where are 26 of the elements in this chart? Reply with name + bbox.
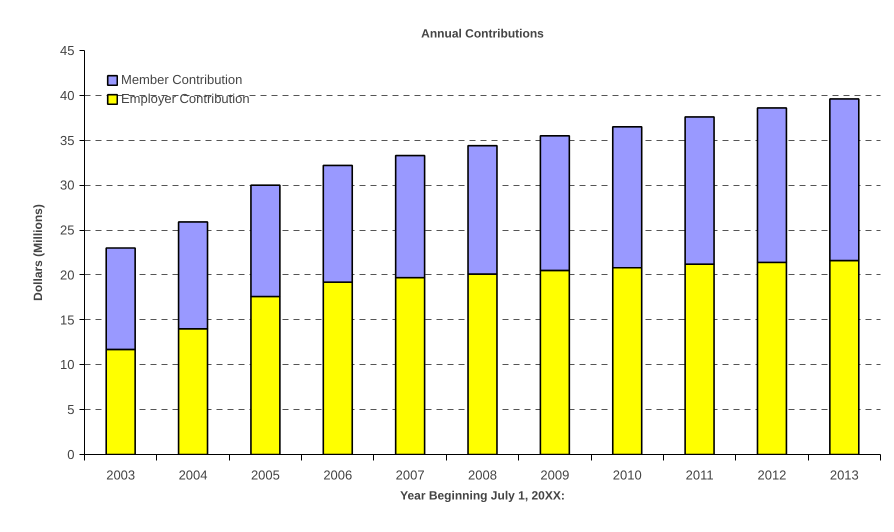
y-tick-label: 45 <box>60 43 75 58</box>
x-tick-label: 2008 <box>468 468 497 482</box>
y-tick-label: 10 <box>60 357 75 372</box>
y-tick-label: 15 <box>60 312 75 328</box>
y-tick-label: 25 <box>60 222 75 238</box>
y-tick-label: 20 <box>60 267 75 282</box>
y-axis-title: Dollars (Millions) <box>31 204 46 301</box>
x-tick-label: 2006 <box>323 468 352 482</box>
x-tick-label: 2003 <box>106 468 136 482</box>
y-tick-label: 0 <box>67 447 75 462</box>
x-axis-title: Year Beginning July 1, 20XX: <box>400 488 565 502</box>
legend-label: Member Contribution <box>121 72 242 87</box>
x-tick-label: 2004 <box>178 468 208 482</box>
x-tick-label: 2007 <box>396 468 425 482</box>
y-tick-label: 35 <box>60 132 75 148</box>
x-tick-label: 2013 <box>830 468 859 482</box>
x-tick-label: 2011 <box>686 468 714 482</box>
y-tick-label: 30 <box>60 178 75 193</box>
y-tick-label: 40 <box>60 88 75 103</box>
x-tick-label: 2010 <box>612 468 642 482</box>
legend-label: Employer Contribution <box>121 91 250 106</box>
x-tick-label: 2012 <box>757 468 786 482</box>
chart-title: Annual Contributions <box>421 26 544 40</box>
x-tick-label: 2005 <box>250 468 280 482</box>
x-tick-label: 2009 <box>540 468 570 482</box>
y-tick-label: 5 <box>67 402 75 418</box>
